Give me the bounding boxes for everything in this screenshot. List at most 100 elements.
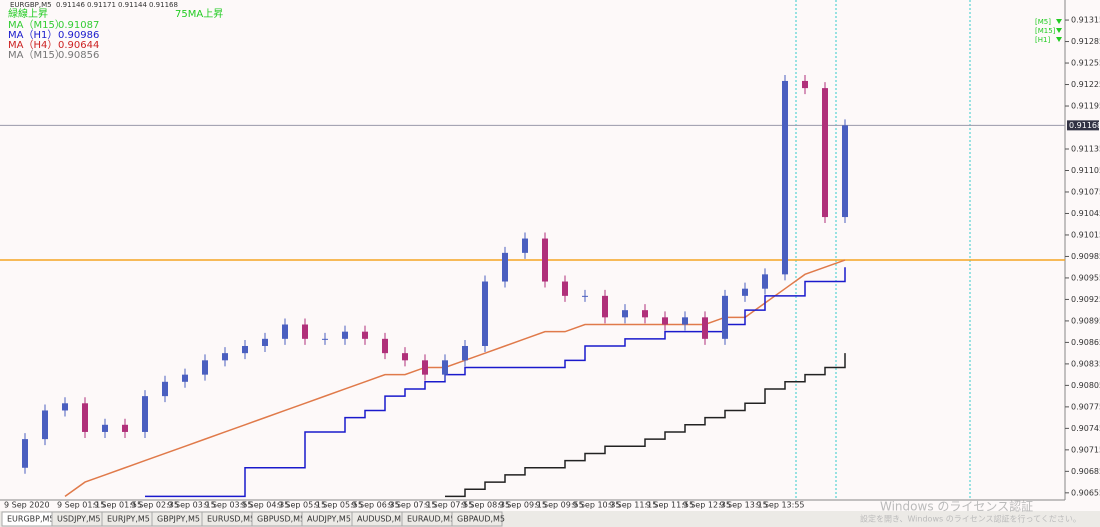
candle — [242, 345, 248, 354]
x-tick-label: 9 Sep 06:35 — [351, 501, 399, 510]
tab-label[interactable]: USDJPY,M5 — [57, 515, 101, 524]
timeframe-arrow — [1056, 28, 1062, 33]
candle — [482, 281, 488, 346]
candle — [562, 281, 568, 296]
legend-value: 0.90644 — [58, 40, 99, 51]
y-tick-label: 0.91195 — [1071, 102, 1100, 111]
tab-label[interactable]: EURJPY,M5 — [107, 515, 150, 524]
x-tick-label: 9 Sep 04:35 — [241, 501, 289, 510]
watermark: 設定を開き、Windows のライセンス認証を行ってください。 — [860, 514, 1081, 524]
y-tick-label: 0.90775 — [1071, 402, 1100, 411]
y-tick-label: 0.90955 — [1071, 273, 1100, 282]
x-tick-label: 9 Sep 11:55 — [646, 501, 694, 510]
x-tick-label: 9 Sep 12:35 — [683, 501, 731, 510]
candle — [462, 345, 468, 361]
candle — [722, 295, 728, 339]
candle — [362, 331, 368, 339]
y-tick-label: 0.91225 — [1071, 80, 1100, 89]
candle — [342, 331, 348, 339]
candle — [802, 80, 808, 89]
y-tick-label: 0.90895 — [1071, 316, 1100, 325]
y-tick-label: 0.90715 — [1071, 445, 1100, 454]
y-tick-label: 0.91285 — [1071, 37, 1100, 46]
tab-label[interactable]: GBPUSD,M5 — [257, 515, 305, 524]
legend-value: 0.91087 — [58, 20, 99, 31]
x-tick-label: 9 Sep 05:15 — [278, 501, 326, 510]
candle — [402, 353, 408, 361]
tab-label[interactable]: AUDJPY,M5 — [307, 515, 351, 524]
legend-value: 0.90986 — [58, 30, 99, 41]
candle — [742, 288, 748, 296]
tab-label[interactable]: GBPJPY,M5 — [157, 515, 200, 524]
tab-label[interactable]: GBPAUD,M5 — [457, 515, 505, 524]
candle — [42, 410, 48, 440]
candle — [22, 439, 28, 468]
indicator-line — [445, 353, 846, 498]
candle — [82, 403, 88, 432]
current-price: 0.91168 — [1069, 121, 1100, 130]
x-tick-label: 9 Sep 01:55 — [94, 501, 142, 510]
indicator-line — [145, 267, 846, 498]
candle — [62, 403, 68, 411]
ohlc-value: 0.91168 — [149, 1, 178, 9]
candle — [202, 360, 208, 375]
x-tick-label: 9 Sep 01:15 — [57, 501, 105, 510]
indicator-line — [64, 259, 846, 498]
candle — [262, 338, 268, 346]
candle — [302, 324, 308, 339]
y-tick-label: 0.90835 — [1071, 359, 1100, 368]
candle — [702, 317, 708, 339]
candle — [582, 295, 588, 297]
candle — [822, 88, 828, 218]
tab-label[interactable]: EURAUD,M5 — [407, 515, 455, 524]
y-tick-label: 0.90925 — [1071, 295, 1100, 304]
x-tick-label: 9 Sep 11:15 — [609, 501, 657, 510]
candle — [762, 274, 768, 289]
annotation: 緑線上昇 — [8, 7, 48, 20]
tab-label[interactable]: AUDUSD,M5 — [357, 515, 406, 524]
y-tick-label: 0.90985 — [1071, 252, 1100, 261]
x-tick-label: 9 Sep 03:15 — [167, 501, 215, 510]
candle — [542, 238, 548, 282]
timeframe-arrow — [1056, 37, 1062, 42]
tab-label[interactable]: EURGBP,M5 — [7, 515, 55, 524]
candle — [222, 353, 228, 361]
tab[interactable] — [451, 511, 503, 527]
symbol: EURGBP,M5 — [10, 1, 52, 9]
candle — [382, 338, 388, 354]
y-tick-label: 0.90745 — [1071, 424, 1100, 433]
candle — [102, 424, 108, 432]
legend-label: MA（M15） — [8, 49, 65, 61]
y-tick-label: 0.90655 — [1071, 488, 1100, 497]
y-tick-label: 0.91315 — [1071, 16, 1100, 25]
candle — [282, 324, 288, 339]
candle — [442, 360, 448, 375]
price-tag — [1067, 120, 1099, 131]
x-tick-label: 9 Sep 02:35 — [131, 501, 179, 510]
annotation: 75MA上昇 — [175, 8, 223, 20]
x-tick-label: 9 Sep 05:55 — [315, 501, 363, 510]
candle — [662, 317, 668, 325]
timeframe: [H1] — [1035, 36, 1050, 44]
x-tick-label: 9 Sep 2020 — [4, 501, 50, 510]
ohlc-value: 0.91146 — [56, 1, 85, 9]
ohlc-value: 0.91171 — [87, 1, 116, 9]
timeframe-arrow — [1056, 19, 1062, 24]
legend-label: MA（M15） — [8, 19, 65, 31]
x-tick-label: 9 Sep 08:35 — [462, 501, 510, 510]
y-tick-label: 0.90865 — [1071, 338, 1100, 347]
candle — [622, 310, 628, 318]
candle — [522, 238, 528, 253]
timeframe: [M5] — [1035, 18, 1051, 26]
x-tick-label: 9 Sep 07:15 — [388, 501, 436, 510]
candle — [782, 80, 788, 275]
x-tick-label: 9 Sep 09:15 — [499, 501, 547, 510]
watermark: Windows のライセンス認証 — [880, 499, 1033, 514]
y-tick-label: 0.91105 — [1071, 166, 1100, 175]
tab-label[interactable]: EURUSD,M5 — [207, 515, 255, 524]
x-tick-label: 9 Sep 09:55 — [535, 501, 583, 510]
x-tick-label: 9 Sep 10:35 — [572, 501, 620, 510]
candle — [322, 338, 328, 340]
